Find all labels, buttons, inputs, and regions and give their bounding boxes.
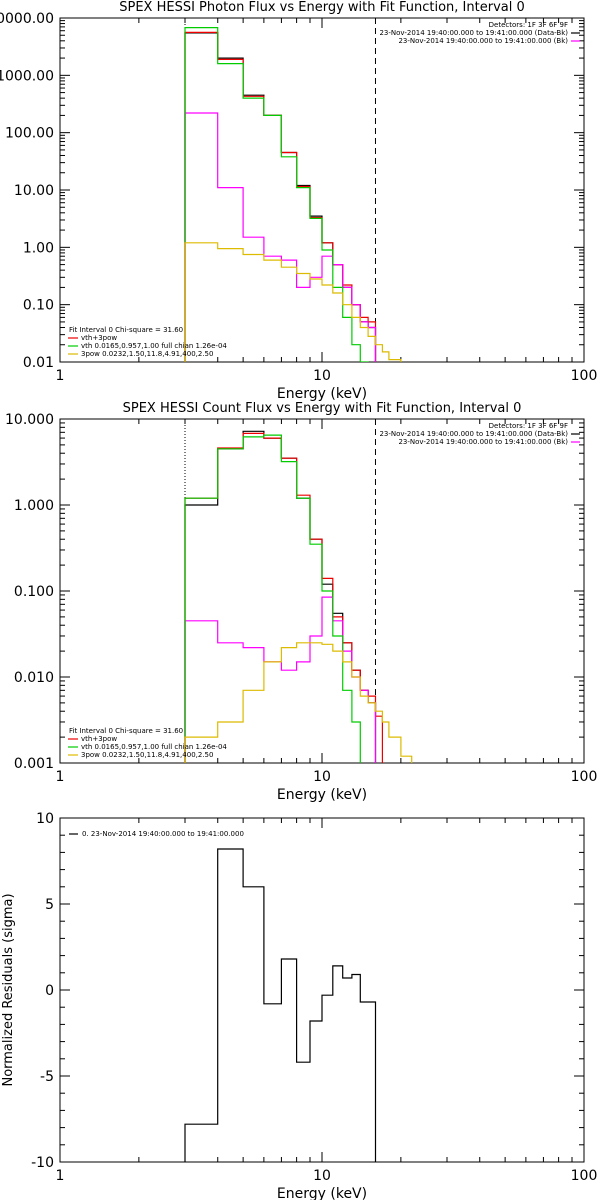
- y-tick-label-2: 5: [45, 897, 54, 913]
- chart-title-0: SPEX HESSI Photon Flux vs Energy with Fi…: [119, 0, 525, 15]
- y-tick-label-1: 1.000: [14, 498, 54, 514]
- series-line-0-4: [184, 242, 413, 362]
- y-tick-label-2: 10: [36, 811, 54, 827]
- y-tick-label-0: 10.00: [14, 183, 54, 199]
- y-axis-label-2: Normalized Residuals (sigma): [1, 893, 16, 1086]
- x-axis-label-0: Energy (keV): [277, 386, 367, 402]
- y-tick-label-0: 10000.00: [0, 11, 54, 27]
- x-tick-label-1: 100: [571, 769, 598, 785]
- series-line-1-2: [184, 596, 377, 763]
- fit-text-0-1: vth+3pow: [81, 334, 117, 342]
- fit-text-0-3: 3pow 0.0232,1.50,11.8,4.91,400,2.50: [81, 350, 213, 358]
- x-tick-label-1: 1: [56, 769, 65, 785]
- y-tick-label-2: -10: [31, 1155, 54, 1171]
- y-tick-label-0: 0.01: [23, 355, 54, 371]
- fit-text-1-3: 3pow 0.0232,1.50,11.8,4.91,400,2.50: [81, 751, 213, 759]
- fit-text-0-0: Fit Interval 0 Chi-square = 31.60: [69, 326, 183, 334]
- fit-text-1-1: vth+3pow: [81, 735, 117, 743]
- y-tick-label-0: 1.00: [23, 240, 54, 256]
- x-tick-label-2: 10: [313, 1168, 331, 1184]
- y-tick-label-0: 100.00: [5, 126, 54, 142]
- y-tick-label-0: 1000.00: [0, 68, 54, 84]
- series-line-1-0: [184, 430, 377, 763]
- plot-area-1: [184, 430, 413, 763]
- x-tick-label-2: 100: [571, 1168, 598, 1184]
- series-line-0-2: [184, 112, 377, 362]
- chart-title-1: SPEX HESSI Count Flux vs Energy with Fit…: [123, 401, 522, 416]
- series-line-1-3: [184, 434, 361, 763]
- series-line-0-1: [184, 31, 377, 362]
- y-tick-label-1: 0.001: [14, 756, 54, 772]
- fit-text-1-2: vth 0.0165,0.957,1.00 full chian 1.26e-0…: [81, 743, 227, 751]
- series-line-2-0: [184, 848, 377, 1162]
- x-axis-label-1: Energy (keV): [277, 787, 367, 803]
- y-tick-label-2: 0: [45, 983, 54, 999]
- y-tick-label-0: 0.10: [23, 298, 54, 314]
- y-tick-label-1: 0.100: [14, 584, 54, 600]
- series-line-1-4: [184, 642, 413, 763]
- x-tick-label-0: 10: [313, 368, 331, 384]
- x-tick-label-0: 1: [56, 368, 65, 384]
- header-text-0-0: Detectors: 1F 3F 6F 9F: [489, 21, 568, 29]
- x-tick-label-1: 10: [313, 769, 331, 785]
- legend-text-2-0: 0. 23-Nov-2014 19:40:00.000 to 19:41:00.…: [82, 830, 244, 838]
- series-line-0-3: [184, 27, 377, 362]
- fit-text-1-0: Fit Interval 0 Chi-square = 31.60: [69, 727, 183, 735]
- x-tick-label-0: 100: [571, 368, 598, 384]
- axes-frame-0: [59, 17, 585, 363]
- plot-area-2: [184, 848, 377, 1162]
- axes-frame-2: [59, 817, 585, 1163]
- fit-text-0-2: vth 0.0165,0.957,1.00 full chian 1.26e-0…: [81, 342, 227, 350]
- plot-area-0: [184, 27, 413, 362]
- header-text-1-1: 23-Nov-2014 19:40:00.000 to 19:41:00.000…: [379, 430, 568, 438]
- series-line-1-1: [184, 432, 383, 763]
- header-text-1-0: Detectors: 1F 3F 6F 9F: [489, 422, 568, 430]
- header-text-0-1: 23-Nov-2014 19:40:00.000 to 19:41:00.000…: [379, 29, 568, 37]
- x-tick-label-2: 1: [56, 1168, 65, 1184]
- y-tick-label-1: 0.010: [14, 670, 54, 686]
- series-line-0-0: [184, 32, 377, 362]
- header-text-0-2: 23-Nov-2014 19:40:00.000 to 19:41:00.000…: [398, 37, 568, 45]
- header-text-1-2: 23-Nov-2014 19:40:00.000 to 19:41:00.000…: [398, 438, 568, 446]
- x-axis-label-2: Energy (keV): [277, 1186, 367, 1200]
- y-tick-label-2: -5: [40, 1069, 54, 1085]
- y-tick-label-1: 10.000: [5, 412, 54, 428]
